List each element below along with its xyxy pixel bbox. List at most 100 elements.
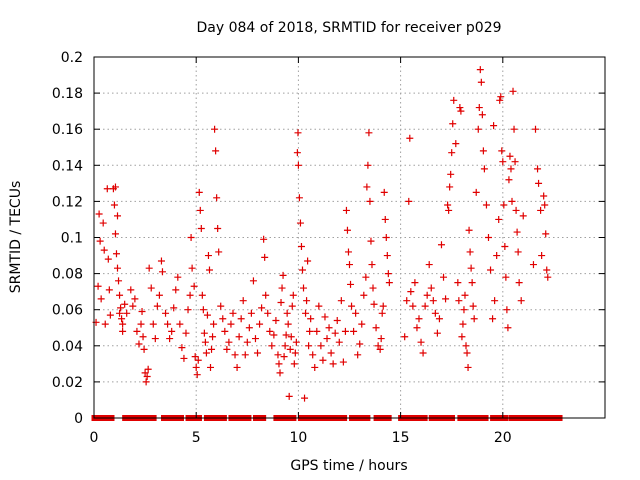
data-point xyxy=(307,315,315,323)
data-point xyxy=(342,206,350,214)
data-point xyxy=(506,152,514,160)
data-point xyxy=(241,351,249,359)
data-point xyxy=(166,335,174,343)
data-point xyxy=(290,360,298,368)
data-point xyxy=(510,125,518,133)
data-point xyxy=(264,309,272,317)
data-point xyxy=(280,353,288,361)
data-point xyxy=(147,284,155,292)
data-point xyxy=(129,302,137,310)
data-point xyxy=(223,345,231,353)
data-point xyxy=(406,134,414,142)
data-point xyxy=(321,313,329,321)
data-point xyxy=(458,333,466,341)
data-point xyxy=(208,345,216,353)
data-point xyxy=(511,158,519,166)
data-point xyxy=(99,219,107,227)
data-point xyxy=(190,282,198,290)
data-point xyxy=(217,302,225,310)
data-point xyxy=(295,194,303,202)
data-point xyxy=(437,241,445,249)
data-point xyxy=(476,66,484,74)
data-point xyxy=(347,280,355,288)
data-point xyxy=(137,320,145,328)
data-point xyxy=(529,261,537,269)
data-point xyxy=(503,306,511,314)
data-point xyxy=(448,149,456,157)
data-point xyxy=(277,298,285,306)
data-point xyxy=(186,291,194,299)
data-point xyxy=(475,104,483,112)
data-point xyxy=(97,295,105,303)
data-point xyxy=(360,291,368,299)
data-point xyxy=(403,297,411,305)
data-point xyxy=(446,183,454,191)
data-point xyxy=(497,93,505,101)
data-point xyxy=(459,320,467,328)
data-point xyxy=(292,338,300,346)
data-point xyxy=(474,125,482,133)
data-point xyxy=(145,264,153,272)
data-point xyxy=(184,306,192,314)
data-point xyxy=(425,261,433,269)
data-point xyxy=(366,197,374,205)
data-point xyxy=(188,264,196,272)
data-point xyxy=(104,255,112,263)
data-point xyxy=(519,212,527,220)
data-point xyxy=(283,309,291,317)
y-axis-label: SRMTID / TECUs xyxy=(8,181,24,294)
data-point xyxy=(96,237,104,245)
data-point xyxy=(198,291,206,299)
data-point xyxy=(411,279,419,287)
data-point xyxy=(168,327,176,335)
data-point xyxy=(405,197,413,205)
data-point xyxy=(300,284,308,292)
data-point xyxy=(364,161,372,169)
y-tick-label: 0.12 xyxy=(52,194,83,210)
data-point xyxy=(158,268,166,276)
data-point xyxy=(379,302,387,310)
gridlines xyxy=(94,57,605,418)
data-point xyxy=(450,96,458,104)
data-point xyxy=(480,165,488,173)
data-point xyxy=(178,344,186,352)
data-point xyxy=(153,302,161,310)
data-point xyxy=(335,338,343,346)
data-point xyxy=(235,333,243,341)
data-point xyxy=(309,351,317,359)
data-point xyxy=(233,363,241,371)
data-point xyxy=(149,320,157,328)
data-point xyxy=(339,358,347,366)
data-point xyxy=(455,297,463,305)
data-point xyxy=(382,234,390,241)
data-point xyxy=(317,342,325,350)
data-point xyxy=(197,224,205,232)
data-point xyxy=(532,125,540,133)
data-point xyxy=(502,273,510,281)
y-tick-label: 0.04 xyxy=(52,339,83,355)
data-point xyxy=(127,286,135,294)
data-point xyxy=(155,291,163,299)
data-point xyxy=(94,282,102,290)
data-point xyxy=(327,349,335,357)
data-point xyxy=(380,188,388,196)
data-point xyxy=(343,226,351,234)
data-point xyxy=(285,392,293,400)
data-point xyxy=(319,356,327,364)
data-point xyxy=(500,201,508,209)
data-point xyxy=(101,320,109,328)
data-point xyxy=(140,345,148,353)
y-tick-label: 0.02 xyxy=(52,375,83,391)
data-point xyxy=(417,338,425,346)
data-point xyxy=(287,333,295,341)
data-point xyxy=(182,329,190,337)
data-point xyxy=(341,327,349,335)
data-point xyxy=(496,96,504,104)
data-point xyxy=(289,291,297,299)
data-point xyxy=(135,340,143,348)
x-tick-label: 0 xyxy=(90,430,99,446)
data-point xyxy=(413,324,421,332)
data-point xyxy=(105,286,113,294)
data-point xyxy=(294,161,302,169)
data-point xyxy=(505,176,513,184)
